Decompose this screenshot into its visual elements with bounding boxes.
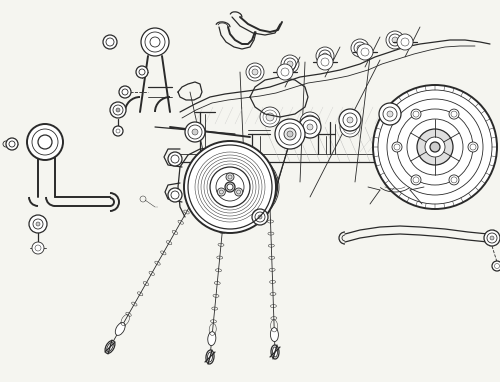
Circle shape: [227, 184, 233, 190]
Circle shape: [281, 55, 299, 73]
Circle shape: [234, 188, 242, 196]
Circle shape: [346, 123, 354, 131]
Ellipse shape: [208, 332, 216, 346]
Ellipse shape: [271, 345, 279, 359]
Circle shape: [119, 86, 131, 98]
Circle shape: [386, 31, 404, 49]
Circle shape: [113, 126, 123, 136]
Circle shape: [168, 188, 182, 202]
Circle shape: [252, 69, 258, 75]
Ellipse shape: [270, 328, 278, 342]
Circle shape: [317, 54, 333, 70]
Circle shape: [340, 117, 360, 137]
Circle shape: [357, 45, 363, 51]
Circle shape: [351, 39, 369, 57]
Circle shape: [226, 173, 234, 181]
Circle shape: [27, 124, 63, 160]
Circle shape: [347, 117, 353, 123]
Circle shape: [218, 188, 226, 196]
Circle shape: [275, 119, 305, 149]
Circle shape: [225, 182, 235, 192]
Circle shape: [484, 230, 500, 246]
Circle shape: [468, 142, 478, 152]
Ellipse shape: [206, 350, 214, 364]
Circle shape: [110, 102, 126, 118]
Ellipse shape: [105, 341, 115, 353]
Circle shape: [277, 64, 293, 80]
Circle shape: [379, 103, 401, 125]
Circle shape: [185, 122, 205, 142]
Circle shape: [322, 53, 328, 59]
Circle shape: [392, 37, 398, 43]
Circle shape: [300, 112, 320, 132]
Circle shape: [287, 61, 293, 67]
Circle shape: [492, 261, 500, 271]
Circle shape: [103, 35, 117, 49]
Circle shape: [449, 109, 459, 119]
Circle shape: [373, 85, 497, 209]
Circle shape: [210, 167, 250, 207]
Circle shape: [392, 142, 402, 152]
Circle shape: [339, 109, 361, 131]
Circle shape: [430, 142, 440, 152]
Circle shape: [411, 175, 421, 185]
Circle shape: [246, 63, 264, 81]
Circle shape: [307, 124, 313, 130]
Circle shape: [258, 215, 262, 219]
Circle shape: [252, 209, 268, 225]
Ellipse shape: [116, 322, 125, 335]
Circle shape: [299, 116, 321, 138]
Circle shape: [490, 236, 494, 240]
Circle shape: [260, 107, 280, 127]
Circle shape: [287, 131, 293, 137]
Circle shape: [168, 152, 182, 166]
Circle shape: [116, 108, 120, 112]
Circle shape: [36, 222, 40, 226]
Circle shape: [6, 138, 18, 150]
Circle shape: [316, 47, 334, 65]
Circle shape: [29, 215, 47, 233]
Circle shape: [32, 242, 44, 254]
Circle shape: [184, 141, 276, 233]
Circle shape: [192, 129, 198, 135]
Circle shape: [387, 111, 393, 117]
Circle shape: [136, 66, 148, 78]
Circle shape: [417, 129, 453, 165]
Circle shape: [425, 137, 445, 157]
Circle shape: [449, 175, 459, 185]
Circle shape: [357, 44, 373, 60]
Circle shape: [284, 128, 296, 140]
Circle shape: [411, 109, 421, 119]
Circle shape: [266, 113, 274, 121]
Circle shape: [306, 118, 314, 126]
Circle shape: [397, 34, 413, 50]
Circle shape: [141, 28, 169, 56]
